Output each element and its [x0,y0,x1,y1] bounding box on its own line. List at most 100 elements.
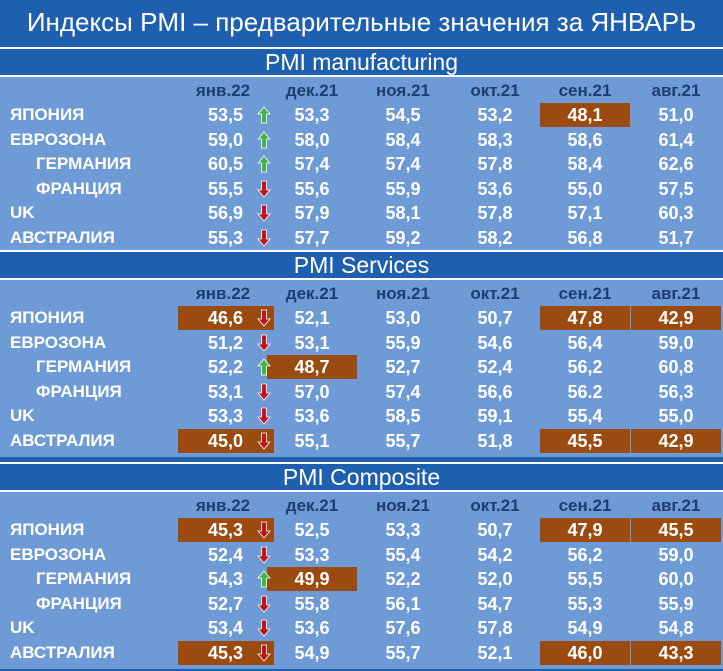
table-row: ЯПОНИЯ 46,6 52,1 53,0 50,7 47,8 42,9 [0,306,723,330]
value-cell: 59,2 [385,227,421,248]
arrow-down-icon [257,644,271,662]
value-cell: 55,6 [294,178,330,199]
column-header: ноя.21 [376,284,430,303]
country-label: ГЕРМАНИЯ [36,569,132,588]
value-cell: 55,0 [567,178,603,199]
arrow-down-icon [257,432,271,450]
table-row: ЯПОНИЯ 53,5 53,3 54,5 53,2 48,1 51,0 [0,103,723,127]
value-cell: 51,7 [658,227,694,248]
value-cell: 58,4 [567,154,603,174]
column-header: авг.21 [651,496,701,515]
value-cell: 55,0 [658,406,694,426]
current-value: 53,4 [208,618,244,638]
value-cell: 54,8 [658,618,694,638]
value-cell: 55,9 [385,332,421,353]
column-header: дек.21 [285,284,339,303]
column-header-row: янв.22 дек.21 ноя.21 окт.21 сен.21 авг.21 [0,282,723,306]
value-cell: 52,1 [477,642,513,663]
value-cell: 51,0 [658,105,694,125]
value-cell: 53,6 [294,406,330,426]
country-label: ЕВРОЗОНА [10,129,107,149]
value-cell: 53,6 [477,178,513,199]
pmi-section: PMI manufacturing янв.22 дек.21 ноя.21 окт.2… [0,47,723,254]
country-label: ФРАНЦИЯ [36,178,122,198]
country-label: ЯПОНИЯ [10,308,85,327]
section-title: PMI Composite [0,462,723,492]
column-header: ноя.21 [376,496,430,515]
current-value: 52,7 [208,593,244,614]
value-cell: 45,5 [631,518,721,542]
country-label: UK [10,203,35,222]
column-header: окт.21 [470,81,520,100]
arrow-up-icon [257,570,271,588]
value-cell: 59,0 [658,332,694,353]
country-label: ГЕРМАНИЯ [36,357,132,376]
value-cell: 57,4 [385,381,421,402]
value-cell: 47,8 [540,306,630,330]
value-cell: 57,4 [294,154,330,174]
country-label: UK [10,406,35,425]
arrow-up-icon [257,155,271,173]
value-cell: 45,5 [540,428,630,453]
current-value: 53,5 [208,105,244,125]
value-cell: 53,1 [294,332,330,353]
value-cell: 50,7 [477,520,513,540]
value-cell: 60,8 [658,357,694,377]
value-cell: 46,0 [540,640,630,665]
current-value: 45,0 [178,428,274,453]
value-cell: 42,9 [631,428,721,453]
arrow-down-icon [257,546,271,564]
country-label: ЯПОНИЯ [10,520,85,539]
value-cell: 50,7 [477,308,513,328]
current-value: 52,4 [208,544,244,565]
value-cell: 57,9 [294,203,330,223]
section-title: PMI manufacturing [0,47,723,77]
table-row: ЯПОНИЯ 45,3 52,5 53,3 50,7 47,9 45,5 [0,518,723,542]
table-row: ФРАНЦИЯ 52,7 55,8 56,1 54,7 55,3 55,9 [0,592,723,616]
country-label: АВСТРАЛИЯ [10,227,115,247]
column-header: авг.21 [651,81,701,100]
value-cell: 57,4 [385,154,421,174]
value-cell: 58,6 [567,129,603,150]
value-cell: 53,2 [477,105,513,125]
value-cell: 54,5 [385,105,421,125]
column-header: дек.21 [285,496,339,515]
value-cell: 55,5 [567,569,603,589]
current-value: 56,9 [208,203,244,223]
arrow-down-icon [257,383,271,401]
value-cell: 47,9 [540,518,630,542]
pmi-section: PMI Composite янв.22 дек.21 ноя.21 окт.21 сен… [0,462,723,669]
country-label: ГЕРМАНИЯ [36,154,132,173]
arrow-down-icon [257,619,271,637]
arrow-down-icon [257,407,271,425]
column-header: ноя.21 [376,81,430,100]
value-cell: 57,1 [567,203,603,223]
table-row: UK 53,4 53,6 57,6 57,8 54,9 54,8 [0,616,723,640]
value-cell: 59,1 [477,406,513,426]
value-cell: 54,6 [477,332,513,353]
arrow-down-icon [257,334,271,352]
value-cell: 52,5 [294,520,330,540]
arrow-down-icon [257,180,271,198]
value-cell: 61,4 [658,129,694,150]
value-cell: 52,1 [294,308,330,328]
table-row: ЕВРОЗОНА 59,0 58,0 58,4 58,3 58,6 61,4 [0,128,723,152]
arrow-down-icon [257,229,271,247]
column-header: янв.22 [195,81,251,100]
current-value: 60,5 [208,154,244,174]
current-value: 55,5 [208,178,244,199]
value-cell: 52,4 [477,357,513,377]
current-value: 53,3 [208,406,244,426]
country-label: ФРАНЦИЯ [36,593,122,613]
value-cell: 48,1 [540,103,630,127]
value-cell: 58,0 [294,129,330,150]
value-cell: 58,2 [477,227,513,248]
value-cell: 55,9 [658,593,694,614]
value-cell: 52,7 [385,357,421,377]
table-row: UK 53,3 53,6 58,5 59,1 55,4 55,0 [0,404,723,428]
arrow-down-icon [257,595,271,613]
current-value: 45,3 [178,640,274,665]
value-cell: 55,7 [385,642,421,663]
country-label: АВСТРАЛИЯ [10,430,115,450]
